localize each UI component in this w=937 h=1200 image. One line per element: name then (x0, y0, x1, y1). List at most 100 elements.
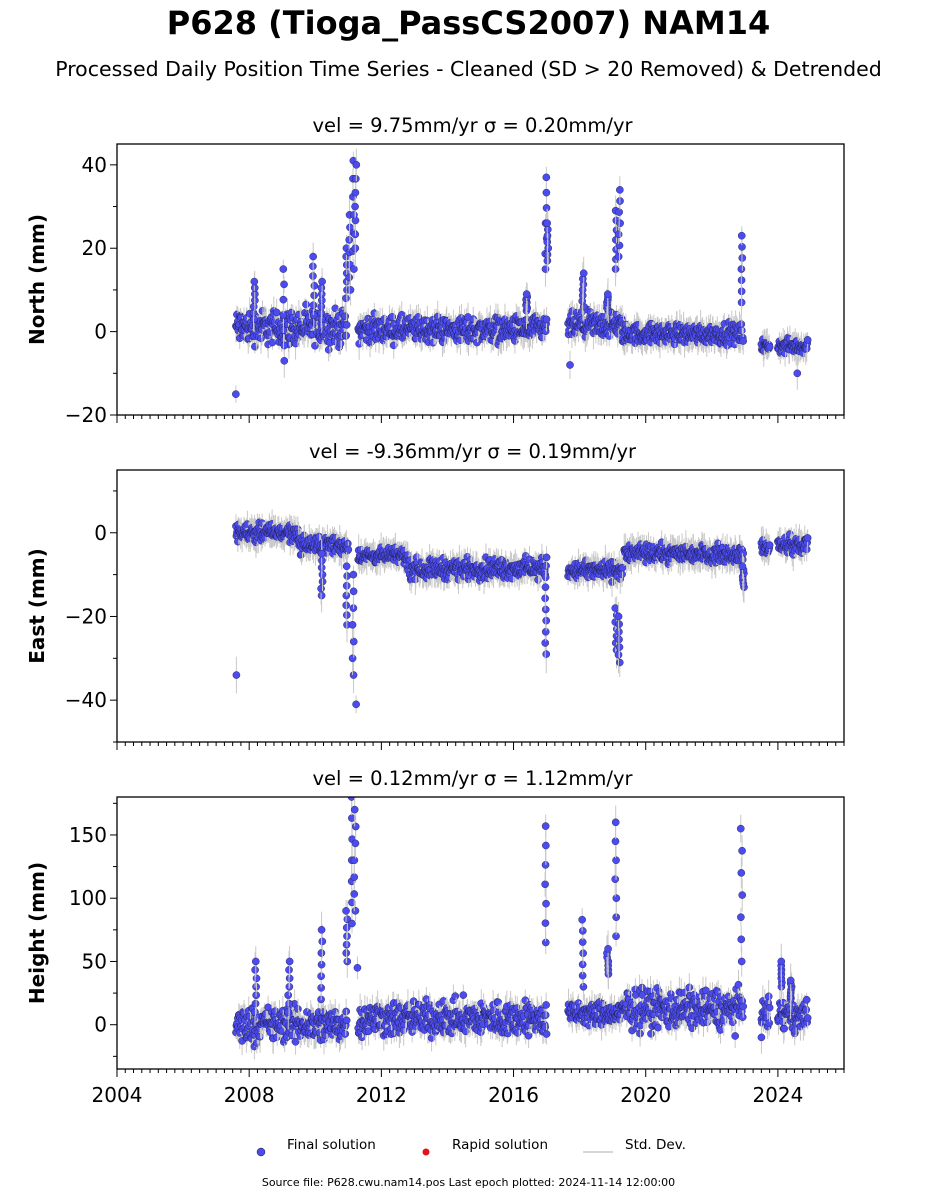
north-point-1113 (317, 284, 326, 292)
east-point-1128 (614, 612, 623, 621)
north-point-1140 (351, 188, 360, 197)
north-point-1187 (615, 241, 624, 250)
north-point-1196 (737, 265, 746, 273)
north-point-1122 (346, 286, 355, 294)
east-point-1122 (615, 658, 624, 667)
east-point-1112 (541, 605, 550, 614)
east-point-1114 (541, 583, 550, 591)
north-point-1100 (279, 265, 288, 273)
north-y-tick-label: −20 (65, 403, 107, 427)
north-point-1123 (345, 273, 353, 282)
north-point-210 (331, 304, 340, 313)
east-point-1109 (541, 639, 550, 647)
north-point-1098 (279, 295, 288, 304)
north-point-633 (542, 315, 551, 324)
east-point-1003 (739, 549, 748, 558)
east-point-1098 (343, 572, 351, 580)
north-y-tick-label: 20 (82, 236, 107, 260)
north-point-1086 (232, 390, 240, 398)
north-point-234 (342, 321, 351, 329)
north-point-1199 (737, 231, 746, 240)
east-point-1108 (542, 650, 551, 658)
east-point-1100 (349, 671, 358, 679)
chart-title: P628 (Tioga_PassCS2007) NAM14 (166, 4, 771, 42)
east-point-1121 (611, 604, 620, 612)
north-point-1171 (579, 269, 588, 278)
east-plot-area (232, 509, 812, 714)
north-point-1163 (543, 219, 551, 228)
east-point-1127 (615, 620, 623, 628)
east-point-1106 (349, 570, 358, 579)
north-point-1085 (803, 336, 812, 344)
north-point-1189 (616, 219, 624, 228)
north-point-1114 (318, 277, 326, 286)
north-point-1200 (793, 369, 802, 378)
north-plot-area (232, 148, 812, 403)
east-point-1135 (738, 562, 747, 571)
east-point-1123 (614, 651, 623, 659)
north-y-tick-label: 0 (94, 320, 107, 344)
north-axes-frame (116, 143, 845, 416)
north-point-1004 (739, 337, 748, 345)
north-point-1155 (542, 188, 551, 197)
north-point-1099 (280, 280, 288, 289)
east-point-1085 (232, 671, 241, 679)
north-point-1094 (280, 356, 289, 365)
east-point-1084 (803, 534, 812, 542)
chart-subtitle: Processed Daily Position Time Series - C… (55, 57, 882, 81)
height-plot-area (232, 797, 812, 1060)
east-point-237 (344, 545, 353, 554)
east-point-1086 (317, 591, 326, 600)
east-point-751 (618, 563, 627, 572)
east-point-1101 (348, 654, 357, 663)
east-point-1103 (348, 621, 357, 629)
north-y-tick-label: 40 (82, 153, 107, 177)
east-point-1087 (317, 584, 325, 593)
north-point-86 (272, 308, 281, 317)
north-point-1115 (342, 294, 350, 303)
east-y-tick-label: −40 (65, 688, 107, 712)
north-point-1178 (603, 290, 612, 298)
north-point-1156 (542, 173, 551, 182)
east-y-tick-label: −20 (65, 604, 107, 628)
north-panel-title: vel = 9.75mm/yr σ = 0.20mm/yr (312, 114, 633, 137)
east-y-axis-label: East (mm) (25, 548, 49, 664)
north-point-231 (341, 312, 350, 321)
east-point-1099 (342, 562, 351, 571)
east-point-1092 (317, 549, 326, 558)
north-point-167 (311, 341, 319, 350)
north-point-1126 (345, 236, 354, 244)
north-point-1186 (614, 252, 623, 261)
east-axes-frame (116, 469, 845, 743)
east-point-1102 (349, 637, 358, 646)
north-point-1190 (615, 208, 623, 216)
north-point-1093 (250, 277, 259, 286)
north-point-307 (388, 313, 397, 321)
north-point-1150 (541, 265, 550, 273)
north-point-1107 (309, 252, 317, 261)
north-point-1104 (310, 281, 319, 290)
east-point-1094 (343, 611, 351, 619)
east-point-636 (542, 553, 551, 562)
east-panel: −40 −20 0 East (mm) vel = -9.36mm/yr σ = 0.1… (25, 440, 845, 750)
north-panel: −20 0 20 40 North (mm) vel = 9.75mm/yr σ = 0.… (25, 114, 845, 427)
north-point-1149 (522, 290, 531, 298)
north-point-1102 (309, 301, 318, 310)
east-point-1107 (352, 700, 360, 709)
north-y-axis-label: North (mm) (25, 214, 49, 345)
north-point-148 (302, 300, 310, 309)
north-point-1154 (542, 204, 551, 212)
north-point-1129 (350, 265, 358, 273)
north-point-1164 (566, 361, 574, 369)
north-point-1188 (614, 230, 623, 239)
east-point-1021 (765, 541, 774, 549)
north-point-1022 (765, 343, 774, 351)
north-point-196 (324, 345, 333, 354)
north-point-1089 (249, 302, 258, 311)
north-point-1095 (280, 341, 289, 350)
north-point-1192 (616, 186, 624, 194)
east-point-1105 (349, 587, 358, 596)
north-point-1139 (351, 202, 359, 211)
